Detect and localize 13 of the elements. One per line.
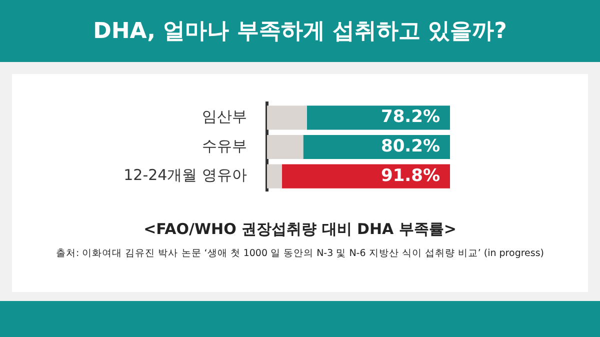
bar xyxy=(267,106,307,130)
y-tick-label: 12-24개월 영유아 xyxy=(124,166,247,184)
data-label: 80.2% xyxy=(381,136,440,156)
y-tick-label: 임산부 xyxy=(202,108,247,126)
bar xyxy=(267,164,282,188)
bar xyxy=(282,164,450,188)
text: <FAO/WHO 권장섭취량 대비 DHA 부족률> xyxy=(142,220,458,239)
bar xyxy=(267,134,304,160)
data-label: 78.2% xyxy=(381,107,440,128)
y-tick-label: 수유부 xyxy=(202,136,247,155)
data-label: 91.8% xyxy=(381,166,440,186)
chart-title: DHA, 얼마나 부족하게 섭취하고 있을까? xyxy=(93,18,507,46)
source-note: 출처: 이화여대 김유진 박사 논문 ‘생애 첫 1000 일 동안의 N-3 및 N-6 지방산 식이 섭취량 비교’ (in progress) xyxy=(54,247,545,260)
